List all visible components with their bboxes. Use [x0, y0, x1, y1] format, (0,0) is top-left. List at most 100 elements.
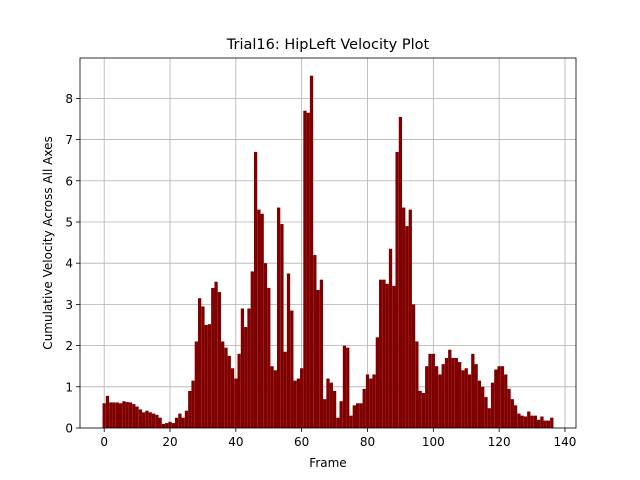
bar [467, 374, 472, 428]
bar [520, 415, 524, 428]
bar [362, 388, 366, 428]
bar [484, 397, 488, 428]
y-tick-label: 0 [65, 422, 73, 436]
bar [306, 112, 310, 428]
bar [352, 405, 356, 428]
y-tick-label: 1 [65, 380, 73, 394]
chart-title: Trial16: HipLeft Velocity Plot [226, 37, 430, 53]
bar [122, 401, 126, 428]
bar [197, 298, 202, 428]
bar [184, 410, 189, 428]
bar [313, 254, 317, 428]
bar [355, 403, 360, 428]
bar [388, 248, 393, 428]
bar [444, 357, 449, 428]
x-tick-label: 60 [294, 435, 309, 449]
bar [188, 390, 192, 428]
bar [201, 306, 205, 428]
bar [276, 207, 281, 428]
bar [168, 421, 172, 428]
bar [451, 357, 455, 428]
bar [408, 209, 412, 428]
bar [458, 362, 462, 428]
bar [280, 224, 284, 428]
bar [385, 283, 389, 428]
bar [263, 263, 268, 428]
bar [270, 366, 274, 428]
bar [523, 416, 528, 428]
y-tick-label: 6 [65, 174, 73, 188]
bar [296, 378, 301, 428]
bar [240, 308, 245, 428]
bar [471, 353, 475, 428]
bar [128, 402, 133, 428]
bar [161, 423, 166, 428]
bar [132, 404, 136, 428]
bar [211, 287, 215, 428]
bar [217, 292, 222, 428]
bar [513, 405, 518, 428]
x-axis-label: Frame [309, 456, 346, 470]
x-tick-label: 0 [100, 435, 108, 449]
bar [224, 347, 228, 428]
bar [339, 401, 343, 428]
bar [151, 413, 156, 428]
bar [428, 353, 432, 428]
bar [323, 399, 327, 428]
bar [533, 415, 537, 428]
bar [546, 420, 551, 428]
bar [253, 151, 258, 429]
bar [300, 368, 304, 428]
bar [402, 207, 406, 428]
x-tick-label: 80 [360, 435, 375, 449]
y-axis-label: Cumulative Velocity Across All Axes [41, 136, 55, 349]
bar [342, 345, 347, 428]
bar [346, 347, 350, 428]
bar [497, 366, 501, 428]
bar [178, 413, 182, 428]
bar [536, 419, 541, 428]
bar [145, 410, 149, 428]
bar [398, 116, 403, 428]
bar [438, 374, 442, 428]
bar [494, 369, 498, 428]
bar [171, 423, 175, 428]
bar [454, 357, 459, 428]
plot-frame [79, 57, 577, 429]
bar [119, 403, 123, 428]
bar [155, 414, 159, 428]
bar [227, 355, 231, 428]
bar [142, 412, 146, 428]
bar [500, 366, 505, 428]
bar [260, 213, 264, 428]
bar [543, 420, 547, 428]
bar [214, 281, 218, 428]
bar [181, 417, 185, 428]
bar [257, 209, 261, 428]
bar [504, 374, 508, 428]
bar [510, 399, 514, 428]
bar [283, 351, 287, 428]
bar [221, 341, 225, 428]
bar [329, 382, 333, 428]
bar [490, 382, 495, 428]
bar [405, 226, 409, 428]
bar [332, 390, 337, 428]
bar [441, 364, 445, 428]
bar [477, 380, 482, 428]
bar [204, 324, 208, 428]
bar [207, 324, 212, 428]
bar [349, 415, 353, 428]
bar [125, 402, 129, 428]
bar [237, 353, 241, 428]
bar [474, 364, 478, 428]
bar [290, 310, 294, 428]
bar [365, 374, 370, 428]
y-tick-label: 7 [65, 133, 73, 147]
bar [138, 409, 143, 428]
bar [425, 366, 429, 428]
bar [461, 370, 465, 428]
bar [244, 327, 248, 428]
bar [247, 308, 251, 428]
bar [250, 271, 254, 428]
